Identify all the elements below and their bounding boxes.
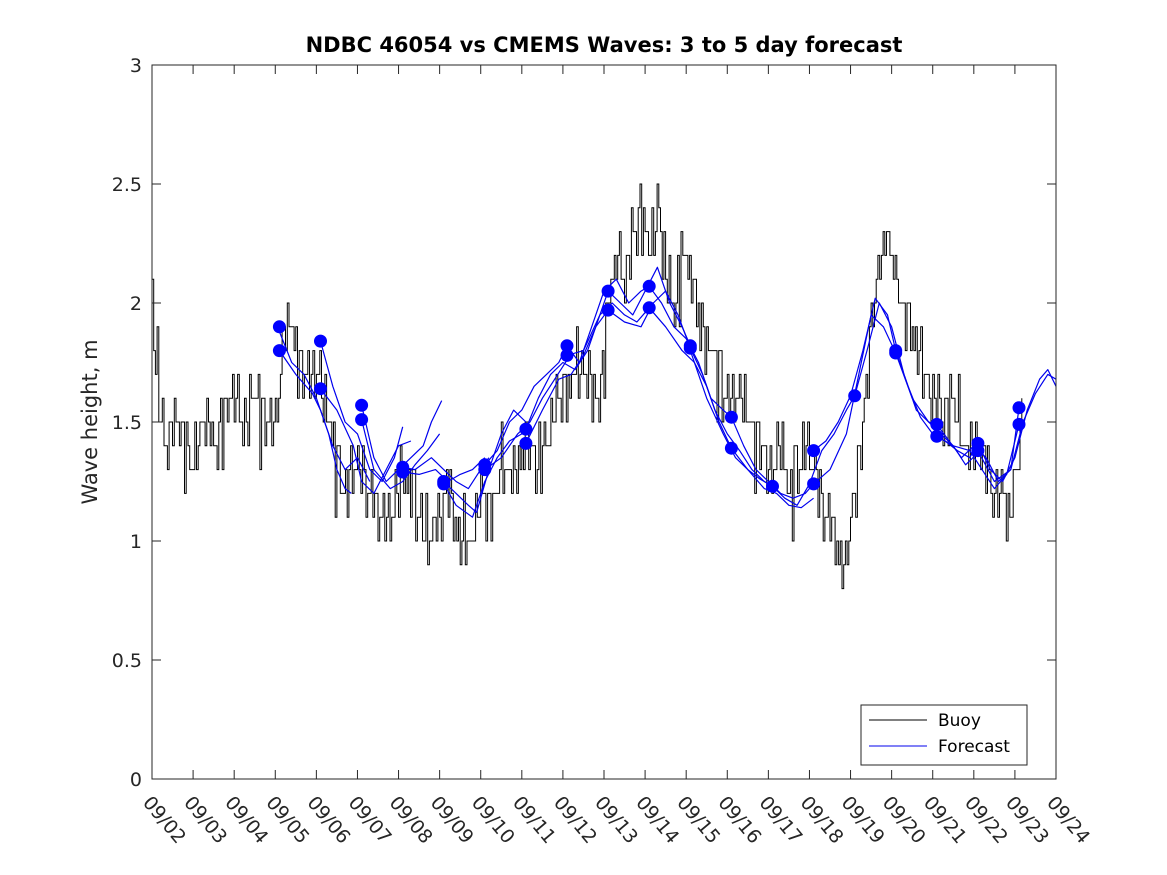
forecast-line [320, 388, 412, 494]
forecast-marker [272, 320, 286, 334]
y-tick-label: 1.5 [112, 412, 142, 434]
forecast-marker [519, 422, 533, 436]
forecast-line [484, 345, 568, 466]
forecast-marker [560, 339, 574, 353]
forecast-marker [724, 410, 738, 424]
y-tick-label: 3 [130, 55, 142, 77]
forecast-marker [519, 436, 533, 450]
y-tick-label: 0 [130, 769, 142, 791]
plot-area [152, 65, 1056, 779]
buoy-series [152, 183, 1023, 590]
forecast-line [977, 369, 1057, 483]
forecast-marker [355, 398, 369, 412]
forecast-line [566, 302, 650, 356]
legend-buoy-label: Buoy [938, 711, 981, 731]
forecast-line [813, 314, 897, 485]
forecast-marker [601, 303, 615, 317]
forecast-line [689, 350, 773, 487]
forecast-line [607, 266, 691, 347]
forecast-line [361, 419, 441, 490]
forecast-line [525, 290, 609, 430]
forecast-marker [1012, 401, 1026, 415]
forecast-line [443, 433, 523, 518]
forecast-line [402, 457, 490, 490]
y-tick-label: 2 [130, 293, 142, 315]
forecast-marker [724, 441, 738, 455]
forecast-markers [272, 279, 1026, 493]
chart-title: NDBC 46054 vs CMEMS Waves: 3 to 5 day fo… [306, 33, 903, 57]
forecast-marker [848, 389, 862, 403]
forecast-marker [642, 279, 656, 293]
y-tick-label: 0.5 [112, 650, 142, 672]
forecast-marker [642, 301, 656, 315]
forecast-line [525, 309, 609, 444]
forecast-marker [601, 284, 615, 298]
forecast-marker [396, 465, 410, 479]
forecast-line [772, 395, 856, 506]
forecast-marker [930, 429, 944, 443]
y-axis-ticks: 0 0.5 1 1.5 2 2.5 3 [112, 55, 1056, 791]
buoy-line [152, 183, 1023, 590]
legend: Buoy Forecast [860, 704, 1028, 766]
forecast-line [443, 409, 527, 514]
forecast-marker [807, 444, 821, 458]
forecast-marker [314, 334, 327, 348]
forecast-marker [314, 382, 327, 396]
forecast-marker [1012, 417, 1026, 431]
legend-box [860, 704, 1028, 766]
forecast-line [730, 447, 814, 509]
forecast-marker [971, 444, 985, 458]
forecast-line [813, 297, 897, 452]
forecast-marker [355, 413, 369, 427]
forecast-marker [437, 477, 451, 491]
forecast-marker [930, 417, 944, 431]
forecast-marker [766, 479, 779, 493]
y-axis-label: Wave height, m [78, 339, 102, 504]
forecast-marker [807, 477, 821, 491]
forecast-line [278, 350, 371, 482]
forecast-marker [560, 348, 574, 362]
forecast-marker [478, 463, 492, 477]
y-tick-label: 2.5 [112, 174, 142, 196]
forecast-line [319, 340, 404, 483]
legend-forecast-label: Forecast [938, 737, 1010, 757]
y-tick-label: 1 [130, 531, 142, 553]
forecast-marker [272, 344, 286, 358]
forecast-line [484, 359, 568, 471]
forecast-marker [683, 341, 697, 355]
forecast-marker [889, 346, 903, 360]
